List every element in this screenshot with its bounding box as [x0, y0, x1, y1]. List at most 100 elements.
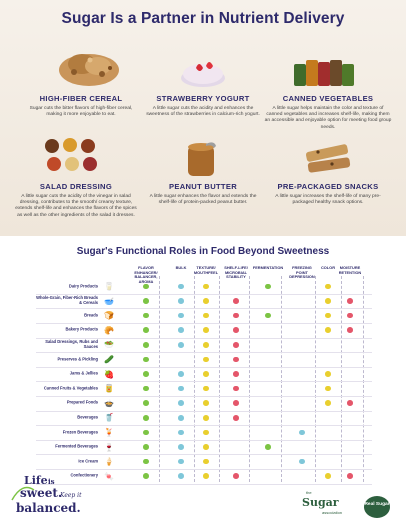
row-divider: [36, 323, 372, 324]
tile-name: HIGH-FIBER CEREAL: [39, 94, 123, 103]
role-dot: [233, 327, 239, 334]
role-dot: [325, 371, 331, 377]
row-divider: [36, 352, 372, 354]
row-label: Beverages: [77, 414, 98, 420]
column-header: BULK: [175, 265, 187, 270]
role-dot: [143, 342, 149, 348]
role-dot: [299, 429, 305, 436]
hero-section: [0, 0, 406, 236]
real-sugar-badge: Real Sugar: [364, 496, 390, 518]
row-label: Prepared Foods: [66, 399, 98, 405]
row-divider: [36, 469, 372, 470]
role-dot: [143, 385, 149, 392]
role-dot: [203, 473, 209, 480]
row-divider: [36, 293, 372, 295]
table-row: Breads 🍞: [36, 309, 372, 322]
role-dot: [347, 327, 353, 334]
role-dot: [347, 473, 353, 480]
role-dot: [203, 429, 209, 436]
column-header: FLAVOR ENHANCER/ BALANCER, AROMA: [134, 265, 158, 284]
role-dot: [143, 473, 149, 480]
role-dot: [178, 371, 184, 377]
tile-name: STRAWBERRY YOGURT: [156, 94, 250, 103]
column-divider: [194, 276, 195, 483]
tile-description: A little sugar helps maintain the color …: [264, 106, 392, 130]
column-divider: [159, 276, 160, 483]
role-dot: [203, 385, 209, 392]
tile-pre-packaged-snacks: PRE-PACKAGED SNACKS A little sugar incre…: [272, 182, 384, 206]
life-is-sweet-logo: Life is sweet. Keep it balanced.: [11, 474, 82, 515]
candy-icon: 🍬: [104, 471, 114, 481]
dressing-icon: 🥗: [104, 340, 114, 350]
ice-cream-icon: 🍦: [104, 457, 114, 467]
row-label: Frozen Beverages: [62, 429, 98, 435]
role-dot: [325, 385, 331, 392]
cereal-photo: [59, 54, 119, 86]
role-dot: [178, 327, 184, 334]
role-dot: [143, 415, 149, 421]
frozen-beverage-icon: 🍹: [104, 428, 114, 437]
role-dot: [143, 444, 149, 450]
row-label: Fermented Beverages: [55, 443, 98, 449]
role-dot: [203, 400, 209, 407]
role-dot: [325, 283, 331, 290]
dairy-icon: 🥛: [104, 282, 114, 291]
role-dot: [178, 385, 184, 392]
tile-description: A little sugar cuts the acidity and enha…: [146, 106, 260, 118]
logo-life-word: Life: [24, 474, 48, 487]
row-divider: [36, 425, 372, 427]
role-dot: [203, 312, 209, 319]
tile-description: Sugar cuts the bitter flavors of high-fi…: [29, 106, 133, 118]
column-divider: [363, 276, 364, 483]
role-dot: [178, 415, 184, 421]
role-dot: [178, 444, 184, 450]
table-row: Preserves & Pickling 🥒: [36, 353, 372, 366]
role-dot: [233, 371, 239, 377]
table-row: Dairy Products 🥛: [36, 280, 372, 293]
bread-icon: 🍞: [104, 311, 114, 321]
canned-photo: [294, 60, 354, 86]
role-dot: [203, 342, 209, 348]
table-row: Salad Dressings, Rubs and Sauces 🥗: [36, 338, 372, 351]
beverage-icon: 🥤: [104, 413, 114, 423]
row-label: Ice Cream: [78, 458, 98, 464]
table-row: Frozen Beverages 🍹: [36, 426, 372, 439]
logo-balanced-word: balanced.: [16, 501, 81, 515]
yogurt-photo: [181, 62, 225, 87]
canned-icon: 🥫: [104, 384, 114, 394]
row-divider: [36, 337, 372, 339]
role-dot: [143, 327, 149, 334]
role-dot: [265, 444, 271, 450]
tile-name: SALAD DRESSING: [39, 182, 113, 191]
role-dot: [265, 312, 271, 319]
logo-is-word: is: [48, 477, 55, 486]
role-dot: [178, 429, 184, 436]
role-dot: [233, 342, 239, 348]
column-header: SHELF-LIFE/ MICROBIAL STABILITY: [224, 265, 248, 280]
column-header: TEXTURE/ MOUTHFEEL: [193, 265, 219, 275]
role-dot: [203, 283, 209, 290]
role-dot: [178, 400, 184, 407]
row-label: Preserves & Pickling: [57, 356, 98, 362]
role-dot: [178, 283, 184, 290]
role-dot: [325, 400, 331, 407]
row-divider: [36, 439, 372, 441]
sugar-association-subtitle: association: [322, 510, 343, 515]
role-dot: [178, 342, 184, 348]
role-dot: [233, 385, 239, 392]
sugar-association-logo: Sugar: [302, 496, 339, 509]
table-row: Prepared Foods 🍲: [36, 397, 372, 410]
role-dot: [233, 298, 239, 304]
peanut-butter-photo: [188, 142, 216, 176]
snacks-photo: [305, 144, 351, 173]
role-dot: [299, 458, 305, 465]
column-divider: [219, 276, 220, 483]
role-dot: [178, 473, 184, 480]
column-header: FERMENTATION: [252, 265, 284, 270]
prepared-food-icon: 🍲: [104, 398, 114, 408]
role-dot: [265, 283, 271, 290]
role-dot: [143, 458, 149, 465]
table-row: Whole-Grain, Fiber-Rich Breads & Cereals…: [36, 295, 372, 308]
role-dot: [347, 400, 353, 407]
cereal-icon: 🥣: [104, 296, 114, 306]
